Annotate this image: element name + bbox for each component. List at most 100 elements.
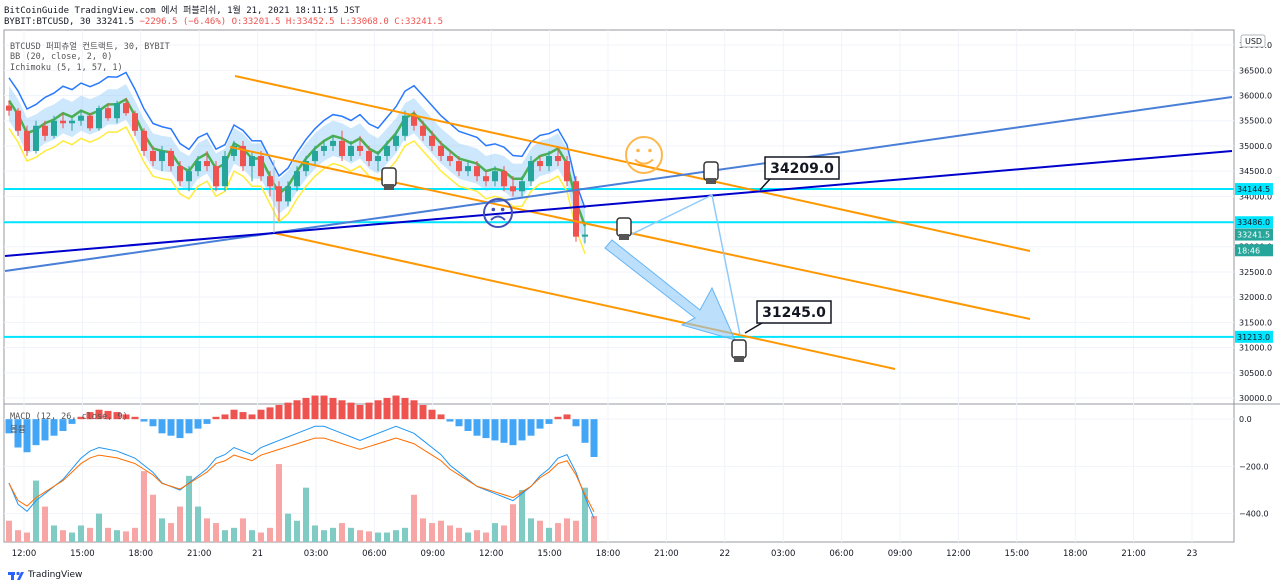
macd-volume-bar (285, 513, 291, 542)
macd-hist-bar (230, 409, 238, 420)
candle-body (465, 166, 471, 172)
y-tick-label: 30500.0 (1239, 369, 1272, 378)
macd-volume-bar (366, 531, 372, 542)
macd-tick-label: 0.0 (1239, 415, 1252, 424)
macd-hist-bar (473, 419, 481, 436)
candle-body (105, 108, 111, 119)
sad-face-icon-eye (500, 207, 505, 212)
macd-volume-bar (222, 530, 228, 542)
macd-hist-bar (311, 395, 319, 420)
macd-volume-bar (267, 527, 273, 542)
macd-volume-bar (60, 530, 66, 542)
x-tick-label: 23 (1187, 549, 1198, 559)
candle-body (312, 150, 318, 162)
macd-volume-bar (42, 506, 48, 542)
macd-volume-bar (465, 532, 471, 542)
candle-body (267, 176, 273, 187)
callout-34209-text: 34209.0 (770, 161, 834, 177)
macd-hist-bar (194, 419, 202, 429)
x-tick-label: 21:00 (1121, 549, 1146, 559)
legend-macd-sub: 볼륨 (10, 425, 26, 435)
candle-body (528, 161, 534, 182)
x-tick-label: 12:00 (946, 549, 971, 559)
legend-bb: BB (20, close, 2, 0) (10, 52, 113, 62)
bb-upper-line (8, 71, 586, 209)
macd-hist-bar (401, 397, 409, 420)
hand-pointer-icon-cuff (619, 234, 629, 240)
candle-body (150, 150, 156, 162)
hand-pointer-icon (381, 167, 397, 187)
candle-body (546, 156, 552, 167)
x-tick-label: 03:00 (304, 549, 329, 559)
macd-hist-bar (122, 414, 130, 420)
macd-volume-bar (375, 532, 381, 542)
hand-pointer-icon (731, 339, 747, 359)
macd-volume-bar (420, 518, 426, 542)
tradingview-logo-icon (8, 571, 24, 580)
legend-macd: MACD (12, 26, close, 9) (10, 412, 128, 422)
macd-volume-bar (411, 494, 417, 542)
macd-hist-bar (293, 400, 301, 420)
candle-body (555, 156, 561, 162)
happy-face-icon-mouth (634, 158, 654, 165)
hand-pointer-icon-cuff (706, 178, 716, 184)
x-tick-label: 15:00 (537, 549, 562, 559)
macd-volume-bar (312, 525, 318, 542)
macd-hist-bar (464, 419, 472, 431)
macd-volume-bar (204, 518, 210, 542)
ichimoku-cloud (9, 84, 585, 247)
macd-volume-bar (456, 527, 462, 542)
candle-body (141, 130, 147, 151)
candle-body (204, 161, 210, 167)
high-field: H:33452.5 (285, 17, 335, 27)
macd-hist-bar (590, 419, 598, 457)
callout-31245-pointer (744, 322, 763, 334)
macd-volume-bar (348, 527, 354, 542)
candle-body (33, 125, 39, 151)
macd-hist-bar (563, 414, 571, 420)
sad-face-icon-eye (491, 207, 496, 212)
candle-body (411, 115, 417, 126)
price-tag (1235, 228, 1273, 241)
footer-brand: TradingView (8, 570, 82, 580)
price-tag (1235, 216, 1273, 229)
price-tag (1235, 330, 1273, 343)
macd-volume-bar (24, 532, 30, 542)
x-tick-label: 15:00 (70, 549, 95, 559)
happy-face-icon (625, 136, 663, 174)
macd-hist-bar (554, 416, 562, 420)
hand-pointer-icon (703, 161, 719, 181)
macd-tick-label: −200.0 (1239, 462, 1269, 471)
macd-volume-bar (402, 527, 408, 542)
candle-body (564, 161, 570, 182)
macd-volume-bar (321, 530, 327, 542)
currency-label: USD (1245, 37, 1262, 46)
navy-trend-line (4, 150, 1233, 257)
currency-badge (1240, 34, 1266, 48)
macd-hist-bar (374, 400, 382, 420)
candle-body (60, 120, 66, 124)
macd-volume-bar (330, 527, 336, 542)
macd-hist-bar (140, 419, 148, 422)
candle-body (366, 150, 372, 162)
macd-volume-bar (294, 520, 300, 542)
x-tick-label: 09:00 (888, 549, 913, 559)
macd-hist-bar (77, 416, 85, 420)
macd-hist-bar (32, 419, 40, 446)
candle-body (177, 166, 183, 182)
macd-hist-bar (248, 414, 256, 420)
y-tick-label: 34500.0 (1239, 167, 1272, 176)
macd-tick-label: −400.0 (1239, 510, 1269, 519)
macd-hist-bar (185, 419, 193, 434)
x-tick-label: 18:00 (1063, 549, 1088, 559)
macd-hist-bar (176, 419, 184, 439)
macd-hist-bar (455, 419, 463, 427)
candle-body (456, 161, 462, 172)
macd-line (8, 425, 595, 519)
ohlc-line: BYBIT:BTCUSD, 30 33241.5 −2296.5 (−6.46%… (4, 17, 443, 27)
forecast-arrow-icon (604, 239, 736, 341)
x-tick-label: 15:00 (1005, 549, 1030, 559)
macd-hist-bar (572, 419, 580, 427)
forecast-path-line (711, 194, 741, 336)
